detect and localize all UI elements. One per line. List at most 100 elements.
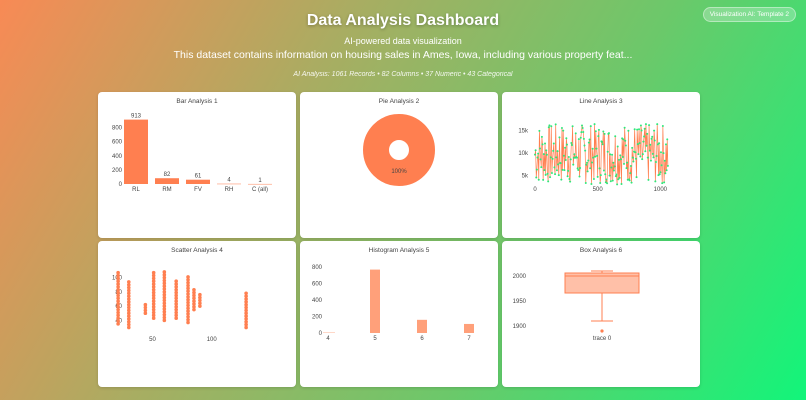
line-marker bbox=[583, 144, 586, 147]
x-tick-label: RM bbox=[162, 187, 171, 193]
dataset-description: This dataset contains information on hou… bbox=[173, 49, 633, 61]
line-marker bbox=[653, 139, 656, 142]
scatter-point bbox=[116, 322, 120, 326]
line-marker bbox=[582, 131, 585, 134]
line-marker bbox=[545, 149, 548, 152]
line-marker bbox=[621, 155, 624, 158]
line-marker bbox=[589, 167, 592, 170]
scatter-point bbox=[162, 290, 167, 294]
scatter-point bbox=[151, 307, 156, 312]
line-marker bbox=[557, 163, 560, 166]
line-marker bbox=[634, 151, 637, 154]
scatter-point bbox=[151, 313, 156, 318]
x-tick-label: RL bbox=[132, 187, 140, 193]
scatter-point bbox=[151, 276, 156, 281]
line-marker bbox=[540, 166, 543, 169]
scatter-point bbox=[192, 287, 196, 292]
scatter-chart[interactable]: 40608010050100 bbox=[98, 241, 296, 387]
template-badge[interactable]: Visualization AI: Template 2 bbox=[702, 7, 796, 22]
histogram-chart[interactable]: 0 200 400 600 800 4 5 6 7 bbox=[300, 241, 498, 387]
line-marker bbox=[619, 158, 622, 161]
line-marker bbox=[658, 142, 661, 145]
scatter-point bbox=[116, 285, 120, 289]
scatter-point bbox=[186, 312, 190, 316]
line-marker bbox=[536, 156, 539, 159]
line-marker bbox=[571, 125, 574, 128]
scatter-point bbox=[186, 289, 190, 293]
line-marker bbox=[654, 180, 657, 183]
x-tick-label: 7 bbox=[467, 336, 471, 342]
scatter-point bbox=[174, 285, 178, 289]
line-marker bbox=[546, 172, 549, 175]
y-tick-label: 200 bbox=[312, 315, 323, 321]
line-marker bbox=[612, 169, 615, 172]
line-marker bbox=[538, 129, 541, 132]
line-marker bbox=[570, 141, 573, 144]
line-marker bbox=[543, 169, 546, 172]
scatter-point bbox=[174, 302, 178, 306]
line-marker bbox=[562, 154, 565, 157]
scatter-point bbox=[244, 291, 248, 296]
line-marker bbox=[631, 146, 634, 149]
scatter-point bbox=[192, 296, 196, 301]
scatter-point bbox=[116, 273, 120, 278]
box bbox=[564, 272, 640, 294]
line-marker bbox=[554, 173, 557, 176]
line-marker bbox=[580, 131, 583, 134]
box-chart[interactable]: 1900 1950 2000 trace 0 bbox=[502, 241, 700, 387]
line-marker bbox=[588, 138, 591, 141]
scatter-point bbox=[126, 325, 131, 330]
scatter-point bbox=[143, 311, 148, 316]
line-marker bbox=[585, 163, 588, 166]
line-marker bbox=[574, 132, 577, 135]
scatter-point bbox=[244, 300, 248, 304]
page-title: Data Analysis Dashboard bbox=[306, 12, 500, 29]
line-marker bbox=[544, 173, 547, 176]
line-marker bbox=[572, 163, 575, 166]
scatter-point bbox=[116, 282, 120, 286]
line-marker bbox=[589, 125, 592, 128]
scatter-point bbox=[186, 286, 190, 291]
line-marker bbox=[577, 169, 580, 172]
scatter-point bbox=[143, 305, 148, 310]
line-marker bbox=[594, 130, 597, 133]
scatter-point bbox=[151, 282, 156, 286]
line-marker bbox=[610, 166, 613, 169]
line-marker bbox=[582, 137, 585, 140]
bar-value-label: 61 bbox=[195, 174, 202, 180]
chart-title: Histogram Analysis 5 bbox=[368, 247, 430, 254]
chart-card-4: Scatter Analysis 440608010050100 bbox=[98, 241, 296, 387]
pie-chart[interactable]: 100% bbox=[300, 92, 498, 238]
dataset-stats: AI Analysis: 1061 Records • 82 Columns •… bbox=[293, 71, 513, 78]
scatter-point bbox=[126, 302, 131, 307]
scatter-point bbox=[162, 273, 167, 277]
line-marker bbox=[655, 155, 658, 158]
bar bbox=[217, 183, 241, 185]
y-tick-label: 1900 bbox=[513, 324, 527, 330]
histogram-bar bbox=[417, 319, 427, 333]
scatter-point bbox=[192, 302, 196, 306]
scatter-point bbox=[143, 302, 148, 307]
line-marker bbox=[649, 159, 652, 162]
scatter-point bbox=[162, 298, 167, 303]
line-marker bbox=[552, 142, 555, 145]
scatter-point bbox=[198, 298, 202, 303]
line-marker bbox=[623, 162, 626, 165]
line-marker bbox=[601, 140, 604, 143]
line-marker bbox=[601, 143, 604, 146]
x-tick-label: 100 bbox=[207, 337, 218, 343]
scatter-point bbox=[186, 295, 190, 299]
line-marker bbox=[565, 137, 568, 140]
scatter-point bbox=[186, 297, 190, 302]
line-chart[interactable]: 5k 10k 15k 0 500 1000 bbox=[502, 92, 700, 238]
line-marker bbox=[609, 153, 612, 156]
bar-chart[interactable]: 0 200 400 600 800 913 RL 82 RM 61 FV 4 RH 1 C (all) bbox=[98, 92, 296, 238]
line-marker bbox=[614, 175, 617, 178]
line-marker bbox=[642, 140, 645, 143]
x-tick-label: C (all) bbox=[252, 187, 268, 193]
line-marker bbox=[586, 170, 589, 173]
line-marker bbox=[539, 147, 542, 150]
line-marker bbox=[553, 166, 556, 169]
scatter-point bbox=[198, 304, 202, 308]
line-marker bbox=[643, 127, 646, 130]
